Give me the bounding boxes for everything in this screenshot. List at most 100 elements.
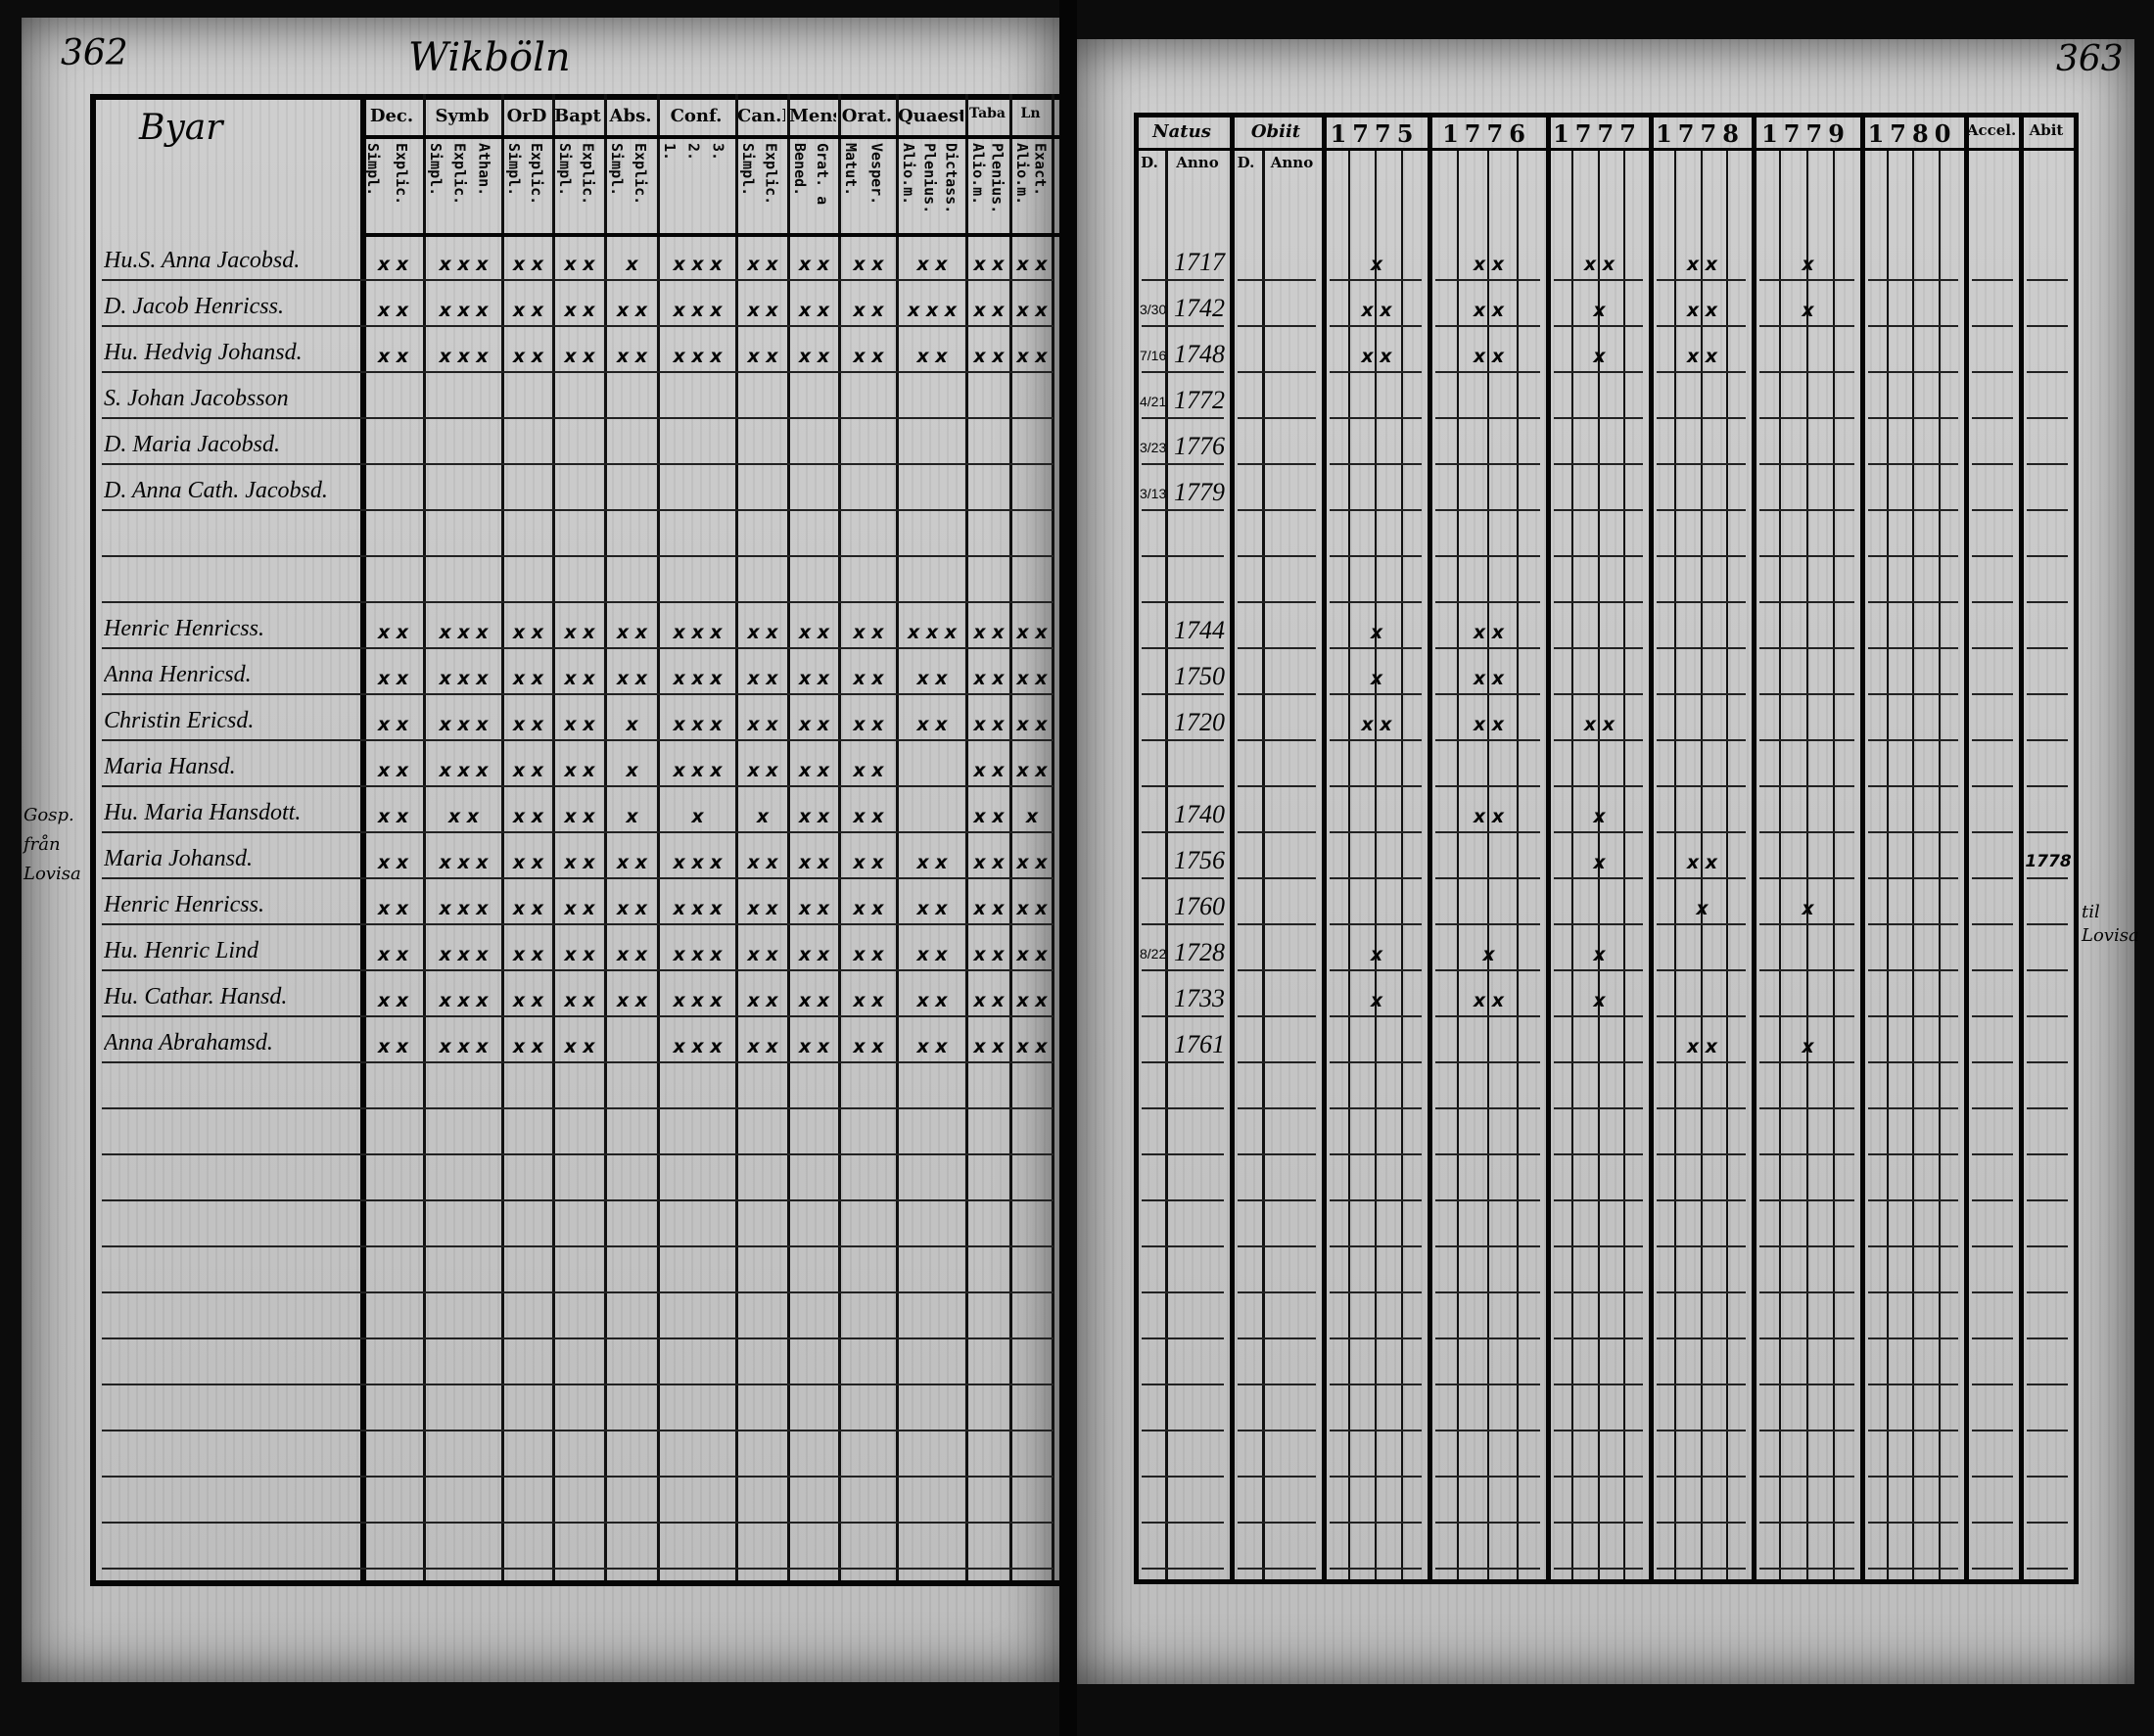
row-rule: [1657, 693, 1746, 695]
row-rule: [1657, 923, 1746, 925]
row-rule: [1759, 1522, 1854, 1524]
row-rule: [1554, 923, 1643, 925]
catechism-mark: x x: [853, 852, 884, 873]
obiit-year-header: Anno: [1270, 154, 1314, 171]
column-subheader: Dictass.: [942, 143, 960, 214]
column-divider: [735, 94, 738, 1580]
table-border-bottom: [1134, 1579, 2079, 1584]
resident-name: Maria Johansd.: [104, 846, 253, 871]
catechism-mark: x x: [377, 668, 409, 689]
birth-year: 1744: [1174, 616, 1225, 644]
catechism-mark: x: [626, 714, 638, 735]
row-rule: [1238, 279, 1316, 281]
row-rule: [1435, 1061, 1540, 1063]
row-rule: [1657, 1015, 1746, 1017]
catechism-mark: x x: [973, 714, 1005, 735]
row-rule: [1435, 647, 1540, 649]
catechism-mark: x x x: [673, 852, 723, 873]
row-rule: [1868, 739, 1958, 741]
row-rule: [1657, 785, 1746, 787]
resident-name: Hu. Cathar. Hansd.: [104, 984, 288, 1009]
catechism-mark: x x x: [673, 668, 723, 689]
row-rule: [1972, 1384, 2013, 1385]
row-rule: [1435, 739, 1540, 741]
catechism-mark: x x: [616, 622, 648, 643]
row-rule: [2027, 1337, 2068, 1339]
row-rule: [102, 1153, 1054, 1155]
resident-name: D. Anna Cath. Jacobsd.: [104, 478, 328, 503]
row-rule: [1868, 555, 1958, 557]
catechism-mark: x x: [377, 714, 409, 735]
year-header: 1780: [1867, 119, 1957, 148]
row-rule: [1759, 325, 1854, 327]
catechism-mark: x x x: [439, 668, 489, 689]
row-rule: [1330, 831, 1422, 833]
resident-name: D. Maria Jacobsd.: [104, 432, 280, 457]
row-rule: [102, 371, 1054, 373]
row-rule: [1142, 1430, 1224, 1431]
catechism-mark: x x: [616, 990, 648, 1011]
row-rule: [1657, 647, 1746, 649]
communion-mark: x: [1593, 346, 1606, 367]
row-rule: [102, 785, 1054, 787]
catechism-mark: x x x: [673, 714, 723, 735]
row-rule: [1972, 1245, 2013, 1247]
row-rule: [1238, 1245, 1316, 1247]
catechism-mark: x x: [512, 990, 544, 1011]
column-subheader: Simpl.: [556, 143, 574, 197]
catechism-mark: x x: [377, 990, 409, 1011]
row-rule: [1330, 1568, 1422, 1570]
row-rule: [1972, 1522, 2013, 1524]
catechism-mark: x x: [916, 898, 948, 919]
column-header: Conf.: [670, 106, 723, 126]
row-rule: [1435, 693, 1540, 695]
communion-mark: x x: [1361, 714, 1392, 735]
catechism-mark: x x: [747, 622, 778, 643]
catechism-mark: x x: [1016, 852, 1048, 873]
row-rule: [102, 1430, 1054, 1431]
header-divider: [1134, 148, 2074, 151]
row-rule: [1435, 279, 1540, 281]
row-rule: [1330, 1245, 1422, 1247]
communion-mark: x: [1696, 898, 1709, 919]
row-rule: [1868, 1015, 1958, 1017]
column-subheader: Simpl.: [505, 143, 523, 197]
row-rule: [1972, 969, 2013, 971]
row-rule: [1435, 1476, 1540, 1478]
catechism-mark: x x: [512, 346, 544, 367]
catechism-mark: x x x: [439, 622, 489, 643]
catechism-mark: x x: [564, 760, 595, 781]
row-rule: [1759, 1291, 1854, 1293]
row-rule: [1330, 785, 1422, 787]
catechism-mark: x x: [853, 254, 884, 275]
row-rule: [1554, 877, 1643, 879]
row-rule: [1868, 1153, 1958, 1155]
column-subheader: Alio.m.: [900, 143, 917, 206]
catechism-mark: x x: [447, 806, 480, 827]
left-page: 362 Wikböln Byar Dec. Explic. Simpl. Symb Athan…: [22, 18, 1064, 1682]
row-rule: [1435, 1107, 1540, 1109]
communion-mark: x x: [1583, 714, 1616, 735]
row-rule: [1142, 1291, 1224, 1293]
catechism-mark: x x: [1016, 622, 1048, 643]
row-rule: [1657, 739, 1746, 741]
birth-year: 1733: [1174, 984, 1225, 1012]
row-rule: [1759, 1107, 1854, 1109]
row-rule: [1759, 1337, 1854, 1339]
catechism-mark: x x: [377, 760, 409, 781]
row-rule: [1657, 1522, 1746, 1524]
row-rule: [1868, 1384, 1958, 1385]
row-rule: [1972, 831, 2013, 833]
row-rule: [1868, 1291, 1958, 1293]
row-rule: [1435, 1430, 1540, 1431]
row-rule: [1238, 693, 1316, 695]
row-rule: [1868, 693, 1958, 695]
row-rule: [1759, 647, 1854, 649]
row-rule: [1657, 463, 1746, 465]
communion-mark: x x: [1686, 852, 1718, 873]
communion-mark: x x: [1686, 254, 1718, 275]
row-rule: [1868, 1245, 1958, 1247]
row-rule: [102, 1245, 1054, 1247]
birth-day: 8/22: [1140, 946, 1167, 962]
catechism-mark: x x: [973, 668, 1005, 689]
